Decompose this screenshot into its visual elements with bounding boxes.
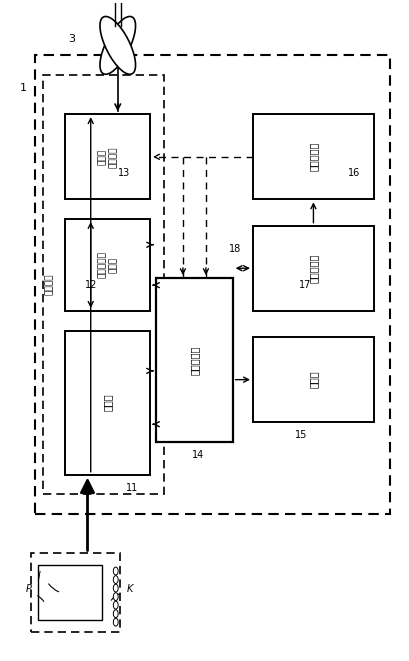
Bar [43, 75, 164, 494]
Circle shape [113, 609, 118, 617]
Text: 情報端末: 情報端末 [45, 274, 54, 295]
Bar [38, 565, 102, 620]
Text: 16: 16 [348, 168, 360, 178]
Text: 13: 13 [118, 168, 130, 178]
Circle shape [113, 567, 118, 575]
Bar [253, 225, 374, 311]
Bar [65, 330, 150, 475]
Text: 撮像部: 撮像部 [103, 394, 112, 411]
Bar [65, 219, 150, 311]
Ellipse shape [100, 17, 135, 74]
Circle shape [113, 576, 118, 584]
Text: 1: 1 [20, 83, 27, 93]
Bar [253, 114, 374, 200]
Bar [31, 553, 120, 632]
Text: 3: 3 [68, 34, 75, 44]
Circle shape [113, 602, 118, 609]
Text: データ
送受信部: データ 送受信部 [98, 146, 117, 167]
Circle shape [113, 593, 118, 601]
Bar [65, 114, 150, 200]
Text: K: K [127, 584, 133, 594]
Text: 表示制御部: 表示制御部 [189, 345, 200, 375]
Bar [253, 337, 374, 422]
Text: I: I [38, 571, 40, 581]
Text: 15: 15 [295, 430, 308, 440]
Circle shape [113, 618, 118, 626]
Text: 18: 18 [229, 243, 241, 254]
Text: 管理マーカ
読取部: 管理マーカ 読取部 [98, 252, 117, 278]
Text: 17: 17 [299, 280, 312, 290]
Text: 表示部: 表示部 [308, 371, 319, 389]
Circle shape [113, 584, 118, 592]
Bar [156, 278, 233, 442]
Ellipse shape [100, 17, 135, 74]
Text: 11: 11 [126, 483, 138, 493]
Text: 端末情報部: 端末情報部 [308, 142, 319, 171]
Text: 12: 12 [85, 280, 98, 290]
Bar [35, 56, 390, 514]
Text: P: P [26, 584, 32, 594]
Text: 14: 14 [192, 450, 204, 460]
Text: 操作入力部: 操作入力部 [308, 254, 319, 283]
